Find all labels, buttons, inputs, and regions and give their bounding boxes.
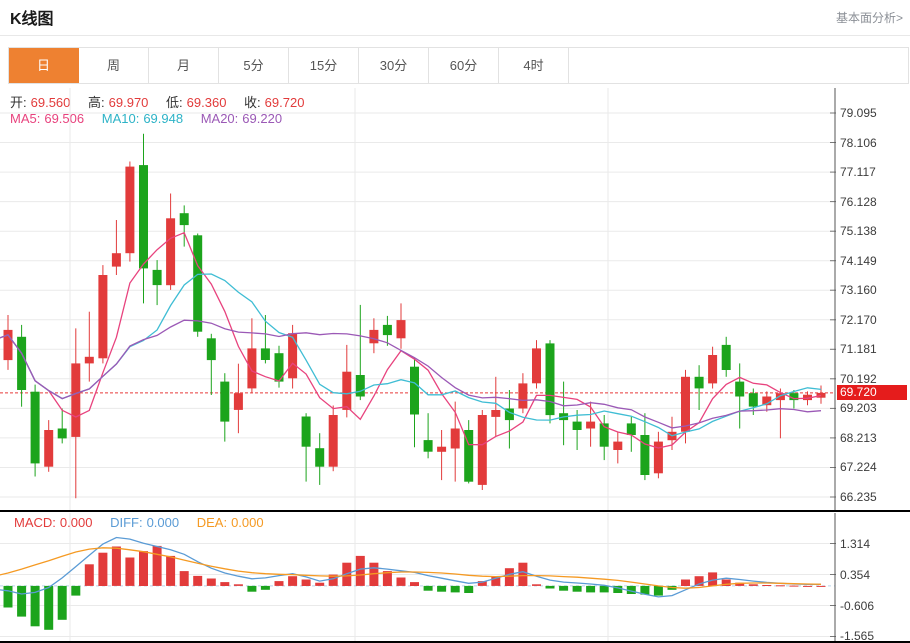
main-y-label-8: 71.181 (840, 342, 877, 356)
header-divider (0, 35, 910, 36)
main-y-label-3: 76.128 (840, 195, 877, 209)
main-y-label-9: 70.192 (840, 372, 877, 386)
high-label: 高: (88, 95, 105, 110)
main-y-label-13: 66.235 (840, 490, 877, 504)
candlestick-chart[interactable] (0, 88, 836, 511)
macd-chart[interactable] (0, 513, 836, 641)
main-y-label-5: 74.149 (840, 254, 877, 268)
macd-y-label-3: -1.565 (840, 629, 875, 643)
tab-4时[interactable]: 4时 (499, 48, 569, 83)
fundamental-analysis-link[interactable]: 基本面分析> (835, 11, 903, 25)
ma5-label: MA5: (10, 111, 41, 126)
macd-label: MACD: (14, 515, 56, 530)
bottom-border (0, 641, 910, 643)
page-title: K线图 (10, 11, 54, 28)
tabbar-filler (569, 48, 908, 83)
ma10-line (0, 273, 822, 437)
close-label: 收: (244, 95, 261, 110)
panel-separator (0, 510, 910, 512)
main-y-label-0: 79.095 (840, 106, 877, 120)
main-y-label-4: 75.138 (840, 224, 877, 238)
ma5-value: 69.506 (44, 111, 85, 126)
tab-30分[interactable]: 30分 (359, 48, 429, 83)
ohlc-readout: 开: 69.560 高: 69.970 低: 69.360 收: 69.720 (10, 92, 308, 111)
ma20-value: 69.220 (242, 111, 283, 126)
main-y-label-2: 77.117 (840, 165, 876, 179)
last-price-badge: 69.720 (837, 385, 907, 400)
ma20-label: MA20: (200, 111, 239, 126)
main-y-label-10: 69.203 (840, 401, 877, 415)
diff-value: 0.000 (146, 515, 180, 530)
tab-周[interactable]: 周 (79, 48, 149, 83)
macd-readout: MACD: 0.000 DIFF: 0.000 DEA: 0.000 (14, 515, 268, 530)
ma10-label: MA10: (101, 111, 140, 126)
main-y-label-6: 73.160 (840, 283, 877, 297)
dea-value: 0.000 (231, 515, 264, 530)
macd-value: 0.000 (59, 515, 93, 530)
tab-月[interactable]: 月 (149, 48, 219, 83)
low-label: 低: (166, 95, 183, 110)
macd-y-label-0: 1.314 (840, 537, 871, 551)
tab-15分[interactable]: 15分 (289, 48, 359, 83)
dea-line (0, 547, 822, 589)
main-y-label-7: 72.170 (840, 313, 877, 327)
tab-60分[interactable]: 60分 (429, 48, 499, 83)
tab-日[interactable]: 日 (9, 48, 79, 83)
diff-label: DIFF: (110, 515, 143, 530)
macd-y-label-1: 0.354 (840, 568, 871, 582)
dea-label: DEA: (196, 515, 228, 530)
low-value: 69.360 (186, 95, 227, 110)
high-value: 69.970 (108, 95, 149, 110)
macd-y-label-2: -0.606 (840, 599, 875, 613)
main-y-label-12: 67.224 (840, 460, 877, 474)
open-label: 开: (10, 95, 27, 110)
tab-5分[interactable]: 5分 (219, 48, 289, 83)
period-tabbar: 日周月 5分 15分 30分 60分 4时 (8, 47, 909, 84)
ma-readout: MA5: 69.506 MA10: 69.948 MA20: 69.220 (10, 111, 286, 126)
ma5-line (0, 231, 822, 449)
ma20-line (0, 319, 822, 429)
main-y-label-1: 78.106 (840, 136, 877, 150)
main-y-label-11: 68.213 (840, 431, 877, 445)
close-value: 69.720 (264, 95, 305, 110)
open-value: 69.560 (30, 95, 71, 110)
ma10-value: 69.948 (143, 111, 184, 126)
